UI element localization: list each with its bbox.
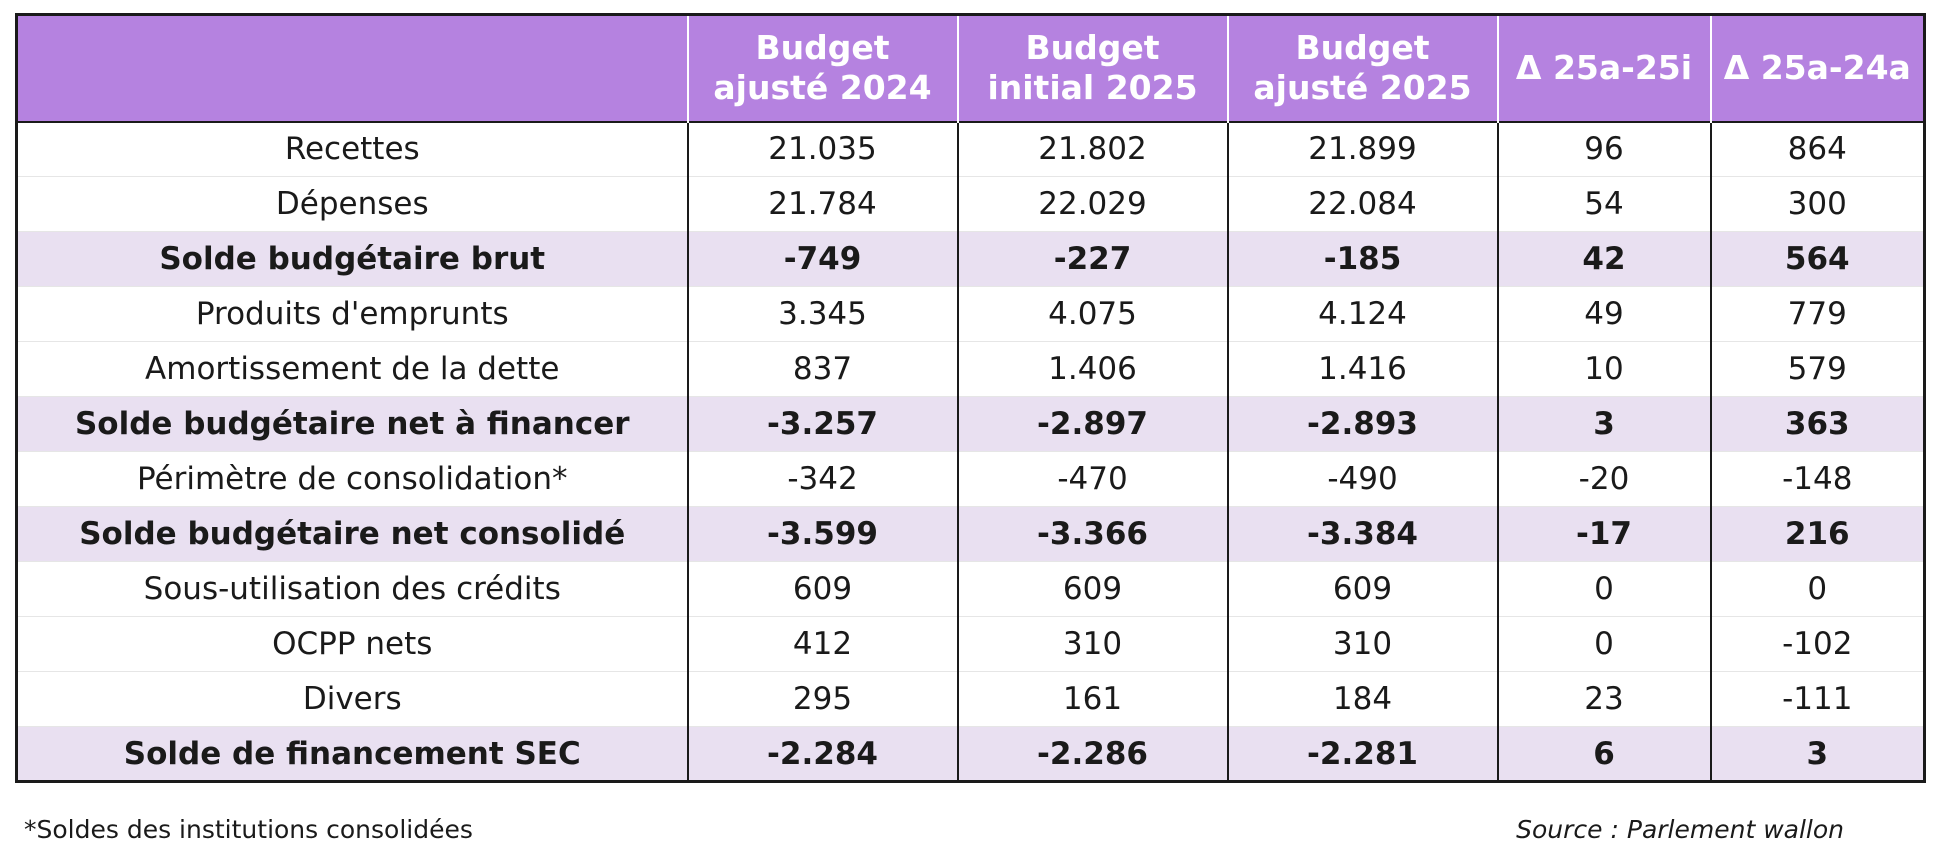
table-row: OCPP nets 412 310 310 0 -102 (16, 616, 1925, 672)
table-cell: 1.406 (956, 341, 1228, 397)
table-cell: 609 (1226, 561, 1498, 617)
table-cell: 22.084 (1226, 176, 1498, 232)
table-cell: 609 (956, 561, 1228, 617)
table-cell: 0 (1496, 561, 1711, 617)
table-cell: 216 (1709, 506, 1925, 562)
table-cell: 96 (1496, 120, 1711, 177)
table-cell: 184 (1226, 671, 1498, 727)
table-cell: 21.784 (686, 176, 958, 232)
row-label: Dépenses (16, 176, 688, 232)
table-cell: 42 (1496, 231, 1711, 287)
table-cell: 4.075 (956, 286, 1228, 342)
table-cell: -227 (956, 231, 1228, 287)
table-header: Budget ajusté 2024 Budget initial 2025 Budge… (16, 14, 1925, 122)
table-cell: -2.286 (956, 726, 1228, 782)
table-cell: -111 (1709, 671, 1925, 727)
table-row-subtotal: Solde budgétaire net consolidé -3.599 -3.3… (16, 506, 1925, 562)
table-cell: 21.802 (956, 120, 1228, 177)
row-label: Périmètre de consolidation* (16, 451, 688, 507)
budget-table: Budget ajusté 2024 Budget initial 2025 Budge… (15, 13, 1926, 783)
row-label: Solde budgétaire net consolidé (16, 506, 688, 562)
table-cell: -148 (1709, 451, 1925, 507)
column-header: Δ 25a-24a (1709, 14, 1925, 122)
row-label: Solde de financement SEC (16, 726, 688, 782)
table-cell: -185 (1226, 231, 1498, 287)
row-label: Recettes (16, 120, 688, 177)
table-cell: -2.897 (956, 396, 1228, 452)
table-row: Périmètre de consolidation* -342 -470 -490-… (16, 451, 1925, 507)
source-note: Source : Parlement wallon (1516, 815, 1844, 844)
table-row-subtotal: Solde budgétaire net à financer -3.257 -2.… (16, 396, 1925, 452)
column-header: Budget ajusté 2025 (1226, 14, 1498, 122)
table-cell: 21.035 (686, 120, 958, 177)
table-cell: -342 (686, 451, 958, 507)
table-cell: 0 (1709, 561, 1925, 617)
table-cell: -470 (956, 451, 1228, 507)
column-header (16, 14, 688, 122)
table-row: Sous-utilisation des crédits 609 609 609 0 0 (16, 561, 1925, 617)
table-row: Recettes 21.035 21.802 21.899 96 864 (16, 120, 1925, 177)
table-cell: 54 (1496, 176, 1711, 232)
table-row: Produits d'emprunts 3.345 4.075 4.124 49 779 (16, 286, 1925, 342)
table-cell: 837 (686, 341, 958, 397)
row-label: Solde budgétaire net à financer (16, 396, 688, 452)
table-cell: -102 (1709, 616, 1925, 672)
table-cell: 300 (1709, 176, 1925, 232)
table-cell: -20 (1496, 451, 1711, 507)
table-row: Divers 295 161 184 23 -111 (16, 671, 1925, 727)
table-cell: 1.416 (1226, 341, 1498, 397)
column-header: Budget ajusté 2024 (686, 14, 958, 122)
table-cell: 295 (686, 671, 958, 727)
table-cell: 609 (686, 561, 958, 617)
table-cell: 22.029 (956, 176, 1228, 232)
table-cell: -3.257 (686, 396, 958, 452)
column-header: Δ 25a-25i (1496, 14, 1711, 122)
row-label: OCPP nets (16, 616, 688, 672)
table-cell: 4.124 (1226, 286, 1498, 342)
table-cell: -3.599 (686, 506, 958, 562)
table-cell: 779 (1709, 286, 1925, 342)
footnote: *Soldes des institutions consolidées (24, 815, 473, 844)
row-label: Sous-utilisation des crédits (16, 561, 688, 617)
table-cell: -2.284 (686, 726, 958, 782)
table-cell: 3 (1496, 396, 1711, 452)
table-cell: 310 (1226, 616, 1498, 672)
table-cell: -2.893 (1226, 396, 1498, 452)
table-cell: 564 (1709, 231, 1925, 287)
table-cell: 310 (956, 616, 1228, 672)
table-cell: -749 (686, 231, 958, 287)
table-cell: 412 (686, 616, 958, 672)
table-cell: 21.899 (1226, 120, 1498, 177)
table-cell: -17 (1496, 506, 1711, 562)
header-row: Budget ajusté 2024 Budget initial 2025 Budge… (16, 14, 1925, 122)
table-cell: 49 (1496, 286, 1711, 342)
table-cell: 10 (1496, 341, 1711, 397)
table-row-subtotal: Solde de financement SEC -2.284 -2.286 -2.2… (16, 726, 1925, 782)
table-cell: -2.281 (1226, 726, 1498, 782)
table-cell: 23 (1496, 671, 1711, 727)
table-cell: 6 (1496, 726, 1711, 782)
row-label: Solde budgétaire brut (16, 231, 688, 287)
row-label: Divers (16, 671, 688, 727)
row-label: Produits d'emprunts (16, 286, 688, 342)
table-cell: 864 (1709, 120, 1925, 177)
column-header: Budget initial 2025 (956, 14, 1228, 122)
table-body: Recettes 21.035 21.802 21.899 96 864 Dépenses 2… (16, 120, 1925, 782)
row-label: Amortissement de la dette (16, 341, 688, 397)
table-cell: 0 (1496, 616, 1711, 672)
table-row: Dépenses 21.784 22.029 22.084 54 300 (16, 176, 1925, 232)
table-cell: -3.366 (956, 506, 1228, 562)
table-cell: 579 (1709, 341, 1925, 397)
table-cell: -490 (1226, 451, 1498, 507)
table-cell: 3.345 (686, 286, 958, 342)
table-cell: 161 (956, 671, 1228, 727)
table-row-subtotal: Solde budgétaire brut -749 -227 -185 42 564 (16, 231, 1925, 287)
table-row: Amortissement de la dette 837 1.406 1.416 10… (16, 341, 1925, 397)
table-cell: 363 (1709, 396, 1925, 452)
table-cell: -3.384 (1226, 506, 1498, 562)
table-cell: 3 (1709, 726, 1925, 782)
